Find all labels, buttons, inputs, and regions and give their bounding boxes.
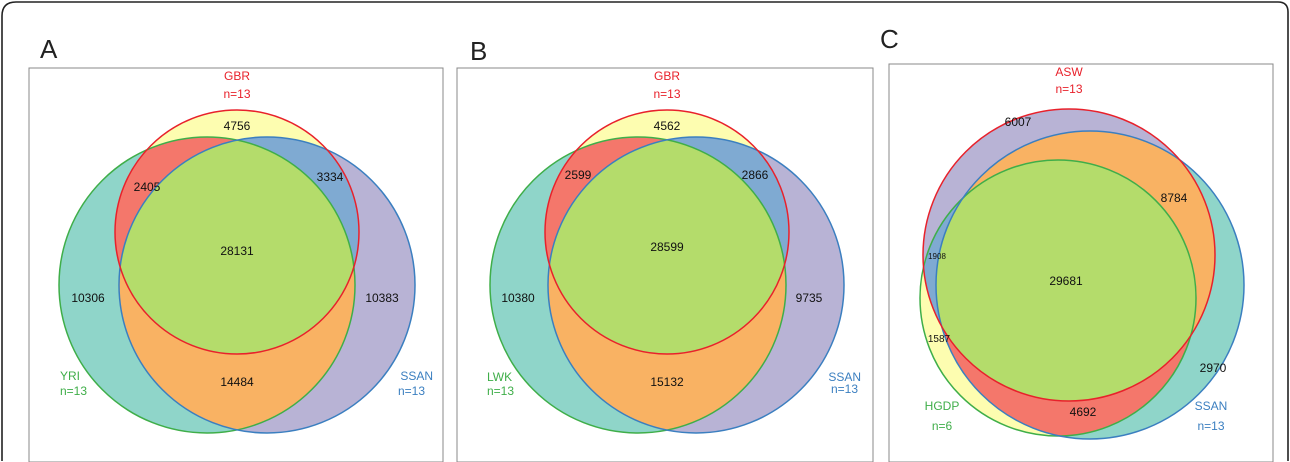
set-c-hgdp-name: HGDP [925,399,960,413]
count-b-center: 28599 [650,240,684,254]
venn-c-circle-ssan [935,130,1245,440]
count-c-asw-hgdp: 1908 [928,252,946,261]
panel-a-letter: A [40,34,58,64]
count-c-center: 29681 [1049,274,1083,288]
count-a-top-left: 2405 [134,180,161,194]
count-b-top-left: 2599 [565,168,592,182]
set-b-lwk-name: LWK [487,370,512,384]
count-b-top-right: 2866 [742,168,769,182]
set-b-ssan-name: SSAN [828,370,861,384]
count-a-top-right: 3334 [317,170,344,184]
set-b-gbr-n: n=13 [653,87,680,101]
panel-b: B GBR n=13 LWK n=13 SSAN n=13 4562 2599 … [456,36,874,462]
venn-c-circle-asw [922,108,1216,402]
set-a-yri-n: n=13 [60,384,87,398]
set-a-yri-name: YRI [60,369,80,383]
count-b-bottom: 15132 [650,375,684,389]
count-a-top-only: 4756 [224,119,251,133]
set-c-hgdp-n: n=6 [932,419,953,433]
count-a-left-only: 10306 [71,291,105,305]
set-a-ssan-name: SSAN [400,369,433,383]
set-b-gbr-name: GBR [654,69,680,83]
count-c-asw-ssan: 8784 [1161,191,1188,205]
count-c-hgdp-ssan: 4692 [1070,405,1097,419]
set-c-ssan-n: n=13 [1197,419,1224,433]
count-c-hgdp-only: 1587 [928,334,951,345]
count-b-left-only: 10380 [501,291,535,305]
set-b-ssan-n: n=13 [831,382,858,396]
venn-a-circle-yri [58,136,356,434]
panel-c-letter: C [880,24,899,54]
set-b-lwk-n: n=13 [487,384,514,398]
count-a-right-only: 10383 [365,291,399,305]
count-b-top-only: 4562 [654,119,681,133]
set-a-gbr-name: GBR [224,69,250,83]
count-c-ssan-only: 2970 [1200,361,1227,375]
count-a-bottom: 14484 [220,375,254,389]
venn-b-circle-gbr [544,109,790,355]
venn-b-circle-ssan [547,136,845,434]
set-c-ssan-name: SSAN [1195,399,1228,413]
set-c-asw-name: ASW [1055,65,1083,79]
panel-c: C ASW n=13 HGDP n=6 SSAN n=13 6007 8784 … [880,24,1274,462]
count-b-right-only: 9735 [796,291,823,305]
count-c-asw-only: 6007 [1005,115,1032,129]
venn-b-circle-lwk [489,136,787,434]
set-c-asw-n: n=13 [1055,82,1082,96]
panel-a: A GBR n=13 YRI n=13 SSAN n=13 4756 2405 … [28,34,444,462]
set-a-gbr-n: n=13 [223,87,250,101]
count-a-center: 28131 [220,244,254,258]
venn-a-circle-gbr [114,109,360,355]
set-a-ssan-n: n=13 [398,384,425,398]
panel-b-letter: B [470,36,487,66]
venn-a-circle-ssan [118,136,416,434]
